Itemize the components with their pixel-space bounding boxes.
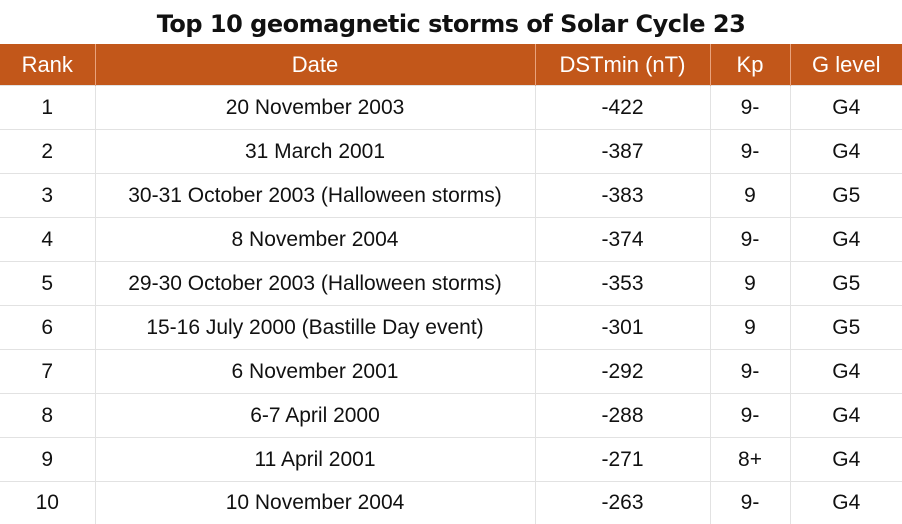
table-row: 6 15-16 July 2000 (Bastille Day event) -… — [0, 306, 902, 350]
cell-dstmin: -422 — [535, 86, 710, 130]
table-header: Rank Date DSTmin (nT) Kp G level — [0, 44, 902, 86]
cell-date: 6 November 2001 — [95, 350, 535, 394]
cell-kp: 9- — [710, 86, 790, 130]
cell-g-level: G4 — [790, 86, 902, 130]
cell-g-level: G4 — [790, 438, 902, 482]
cell-dstmin: -292 — [535, 350, 710, 394]
cell-kp: 9 — [710, 174, 790, 218]
cell-dstmin: -263 — [535, 482, 710, 524]
cell-g-level: G4 — [790, 130, 902, 174]
cell-kp: 9- — [710, 482, 790, 524]
cell-dstmin: -374 — [535, 218, 710, 262]
cell-rank: 3 — [0, 174, 95, 218]
cell-date: 8 November 2004 — [95, 218, 535, 262]
cell-kp: 9- — [710, 130, 790, 174]
cell-date: 30-31 October 2003 (Halloween storms) — [95, 174, 535, 218]
table-row: 3 30-31 October 2003 (Halloween storms) … — [0, 174, 902, 218]
cell-g-level: G4 — [790, 394, 902, 438]
cell-rank: 9 — [0, 438, 95, 482]
column-header-g-level: G level — [790, 44, 902, 86]
cell-date: 6-7 April 2000 — [95, 394, 535, 438]
cell-dstmin: -353 — [535, 262, 710, 306]
storms-table: Rank Date DSTmin (nT) Kp G level 1 20 No… — [0, 44, 902, 524]
cell-kp: 8+ — [710, 438, 790, 482]
cell-date: 11 April 2001 — [95, 438, 535, 482]
table-row: 2 31 March 2001 -387 9- G4 — [0, 130, 902, 174]
cell-g-level: G4 — [790, 350, 902, 394]
cell-g-level: G4 — [790, 482, 902, 524]
table-row: 5 29-30 October 2003 (Halloween storms) … — [0, 262, 902, 306]
cell-g-level: G4 — [790, 218, 902, 262]
cell-kp: 9- — [710, 218, 790, 262]
table-row: 7 6 November 2001 -292 9- G4 — [0, 350, 902, 394]
cell-g-level: G5 — [790, 262, 902, 306]
cell-date: 29-30 October 2003 (Halloween storms) — [95, 262, 535, 306]
cell-date: 20 November 2003 — [95, 86, 535, 130]
cell-kp: 9- — [710, 394, 790, 438]
column-header-dstmin: DSTmin (nT) — [535, 44, 710, 86]
cell-kp: 9- — [710, 350, 790, 394]
table-row: 8 6-7 April 2000 -288 9- G4 — [0, 394, 902, 438]
cell-kp: 9 — [710, 262, 790, 306]
cell-rank: 7 — [0, 350, 95, 394]
table-body: 1 20 November 2003 -422 9- G4 2 31 March… — [0, 86, 902, 524]
cell-date: 10 November 2004 — [95, 482, 535, 524]
cell-dstmin: -301 — [535, 306, 710, 350]
table-row: 9 11 April 2001 -271 8+ G4 — [0, 438, 902, 482]
table-row: 10 10 November 2004 -263 9- G4 — [0, 482, 902, 524]
cell-date: 31 March 2001 — [95, 130, 535, 174]
column-header-rank: Rank — [0, 44, 95, 86]
cell-rank: 10 — [0, 482, 95, 524]
column-header-kp: Kp — [710, 44, 790, 86]
cell-rank: 1 — [0, 86, 95, 130]
cell-dstmin: -271 — [535, 438, 710, 482]
cell-dstmin: -387 — [535, 130, 710, 174]
cell-rank: 5 — [0, 262, 95, 306]
cell-date: 15-16 July 2000 (Bastille Day event) — [95, 306, 535, 350]
cell-rank: 6 — [0, 306, 95, 350]
table-row: 4 8 November 2004 -374 9- G4 — [0, 218, 902, 262]
cell-g-level: G5 — [790, 174, 902, 218]
cell-g-level: G5 — [790, 306, 902, 350]
table-row: 1 20 November 2003 -422 9- G4 — [0, 86, 902, 130]
cell-kp: 9 — [710, 306, 790, 350]
column-header-date: Date — [95, 44, 535, 86]
cell-rank: 4 — [0, 218, 95, 262]
cell-dstmin: -288 — [535, 394, 710, 438]
table-title: Top 10 geomagnetic storms of Solar Cycle… — [0, 6, 902, 42]
cell-dstmin: -383 — [535, 174, 710, 218]
cell-rank: 2 — [0, 130, 95, 174]
cell-rank: 8 — [0, 394, 95, 438]
